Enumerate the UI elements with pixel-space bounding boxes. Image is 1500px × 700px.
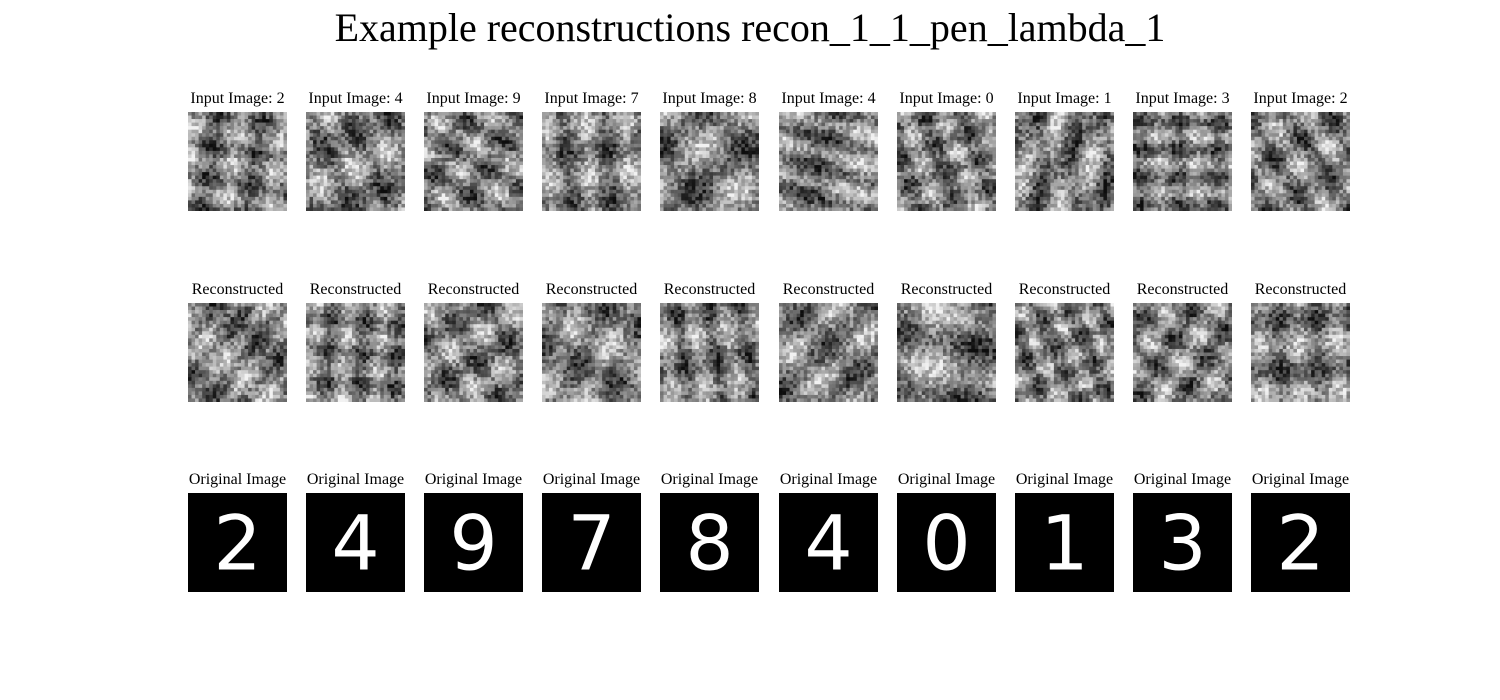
input-images-row: Input Image: 2 Input Image: 4 Input Image:… [0, 90, 1500, 220]
original-image: 3 [1133, 493, 1232, 592]
reconstructed-label: Reconstructed [1136, 281, 1229, 298]
original-image: 2 [188, 493, 287, 592]
reconstructed-image [306, 303, 405, 402]
input-label: Input Image: 2 [1253, 90, 1348, 107]
digit-glyph: 1 [1040, 499, 1088, 588]
digit-glyph: 4 [804, 499, 852, 588]
reconstructed-label: Reconstructed [191, 281, 284, 298]
original-label: Original Image [1133, 471, 1232, 488]
reconstructed-label: Reconstructed [1254, 281, 1347, 298]
original-label: Original Image [660, 471, 759, 488]
original-image: 4 [779, 493, 878, 592]
input-label: Input Image: 4 [308, 90, 403, 107]
original-image: 2 [1251, 493, 1350, 592]
reconstructed-image [1133, 303, 1232, 402]
digit-glyph: 9 [449, 499, 497, 588]
original-label: Original Image [779, 471, 878, 488]
input-image [1015, 112, 1114, 211]
original-image: 8 [660, 493, 759, 592]
input-label: Input Image: 2 [190, 90, 285, 107]
reconstructed-label: Reconstructed [545, 281, 638, 298]
input-image [660, 112, 759, 211]
original-label: Original Image [1015, 471, 1114, 488]
reconstructed-image [1015, 303, 1114, 402]
reconstructed-label: Reconstructed [900, 281, 993, 298]
input-image [1251, 112, 1350, 211]
original-label: Original Image [1251, 471, 1350, 488]
reconstructed-images-row: Reconstructed Reconstructed Reconstructed R… [0, 281, 1500, 411]
input-label: Input Image: 8 [662, 90, 757, 107]
input-label: Input Image: 4 [781, 90, 876, 107]
reconstructed-label: Reconstructed [782, 281, 875, 298]
input-label: Input Image: 0 [899, 90, 994, 107]
reconstructed-label: Reconstructed [309, 281, 402, 298]
reconstructed-image [897, 303, 996, 402]
input-image [188, 112, 287, 211]
reconstructed-image [188, 303, 287, 402]
input-image [306, 112, 405, 211]
input-image [779, 112, 878, 211]
reconstructed-image [1251, 303, 1350, 402]
original-image: 0 [897, 493, 996, 592]
digit-glyph: 0 [922, 499, 970, 588]
reconstructed-label: Reconstructed [1018, 281, 1111, 298]
reconstructed-image [660, 303, 759, 402]
input-image [897, 112, 996, 211]
reconstructed-label: Reconstructed [427, 281, 520, 298]
digit-glyph: 8 [685, 499, 733, 588]
input-label: Input Image: 1 [1017, 90, 1112, 107]
original-images-row: Original Image 2 Original Image 4 Original I… [0, 471, 1500, 601]
input-label: Input Image: 3 [1135, 90, 1230, 107]
input-image [542, 112, 641, 211]
figure-title: Example reconstructions recon_1_1_pen_la… [334, 5, 1166, 50]
original-label: Original Image [897, 471, 996, 488]
original-label: Original Image [188, 471, 287, 488]
reconstructed-label: Reconstructed [663, 281, 756, 298]
input-image [424, 112, 523, 211]
original-label: Original Image [542, 471, 641, 488]
reconstructed-image [424, 303, 523, 402]
input-image [1133, 112, 1232, 211]
input-label: Input Image: 9 [426, 90, 521, 107]
reconstructed-image [542, 303, 641, 402]
digit-glyph: 7 [567, 499, 615, 588]
digit-glyph: 4 [331, 499, 379, 588]
original-image: 1 [1015, 493, 1114, 592]
original-label: Original Image [424, 471, 523, 488]
original-image: 4 [306, 493, 405, 592]
digit-glyph: 2 [1276, 499, 1324, 588]
original-image: 9 [424, 493, 523, 592]
input-label: Input Image: 7 [544, 90, 639, 107]
original-label: Original Image [306, 471, 405, 488]
digit-glyph: 2 [213, 499, 261, 588]
reconstructed-image [779, 303, 878, 402]
original-image: 7 [542, 493, 641, 592]
digit-glyph: 3 [1158, 499, 1206, 588]
